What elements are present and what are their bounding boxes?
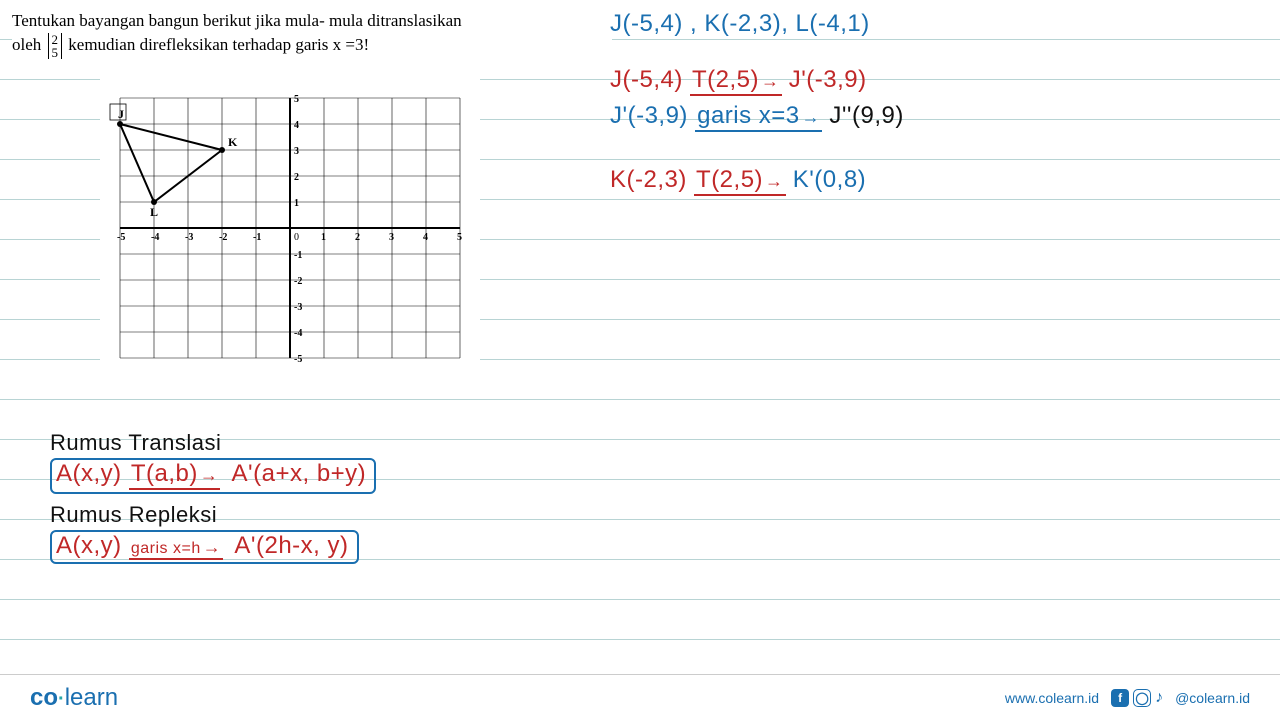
coordinate-graph: -5 -4 -3 -2 -1 0 1 2 3 4 5 -5 -4 -3 -2 -1 1 2 3 4 5 J K L bbox=[100, 78, 480, 378]
svg-text:3: 3 bbox=[294, 146, 299, 157]
k-translation-step: K(-2,3) T(2,5) K'(0,8) bbox=[610, 166, 1260, 196]
svg-text:-2: -2 bbox=[219, 232, 227, 243]
problem-line2b: kemudian direfleksikan terhadap garis x … bbox=[68, 35, 369, 54]
problem-line2a: oleh bbox=[12, 35, 46, 54]
k-start: K(-2,3) bbox=[610, 166, 687, 193]
social-icons: f ◯ ♪ bbox=[1111, 689, 1163, 707]
svg-text:4: 4 bbox=[294, 120, 299, 131]
brand-learn: learn bbox=[65, 684, 118, 711]
svg-text:-4: -4 bbox=[151, 232, 159, 243]
footer-right: www.colearn.id f ◯ ♪ @colearn.id bbox=[1005, 689, 1250, 707]
j-translate-label: T(2,5) bbox=[690, 66, 782, 96]
svg-text:-1: -1 bbox=[253, 232, 261, 243]
tiktok-icon: ♪ bbox=[1155, 689, 1163, 707]
f2-rhs: A'(2h-x, y) bbox=[234, 532, 348, 559]
j-reflection-step: J'(-3,9) garis x=3 J''(9,9) bbox=[610, 102, 1260, 132]
footer-handle: @colearn.id bbox=[1175, 690, 1250, 706]
brand-co: co bbox=[30, 684, 58, 711]
svg-text:-3: -3 bbox=[185, 232, 193, 243]
svg-text:5: 5 bbox=[294, 94, 299, 105]
f2-arrow-label: garis x=h bbox=[129, 537, 223, 560]
j-reflect-label: garis x=3 bbox=[695, 102, 822, 132]
svg-text:2: 2 bbox=[355, 232, 360, 243]
formula-section: Rumus Translasi A(x,y) T(a,b) A'(a+x, b+… bbox=[50, 430, 376, 564]
svg-text:1: 1 bbox=[294, 198, 299, 209]
translation-formula-title: Rumus Translasi bbox=[50, 430, 376, 456]
svg-text:-1: -1 bbox=[294, 250, 302, 261]
svg-text:0: 0 bbox=[294, 232, 299, 243]
translation-vector: 2 5 bbox=[48, 33, 63, 59]
problem-statement: Tentukan bayangan bangun berikut jika mu… bbox=[12, 8, 612, 63]
f1-rhs: A'(a+x, b+y) bbox=[232, 460, 367, 487]
reflection-formula-box: A(x,y) garis x=h A'(2h-x, y) bbox=[50, 530, 359, 564]
problem-line1: Tentukan bayangan bangun berikut jika mu… bbox=[12, 11, 462, 30]
svg-text:-2: -2 bbox=[294, 276, 302, 287]
svg-text:5: 5 bbox=[457, 232, 462, 243]
matrix-bot: 5 bbox=[52, 46, 59, 59]
j-doubleprime: J''(9,9) bbox=[829, 102, 904, 129]
reflection-formula-title: Rumus Repleksi bbox=[50, 502, 376, 528]
points-list: J(-5,4) , K(-2,3), L(-4,1) bbox=[610, 10, 1260, 38]
svg-text:-4: -4 bbox=[294, 328, 302, 339]
instagram-icon: ◯ bbox=[1133, 689, 1151, 707]
svg-text:L: L bbox=[150, 205, 158, 219]
f1-arrow-label: T(a,b) bbox=[129, 460, 221, 490]
svg-text:K: K bbox=[228, 135, 238, 149]
brand-logo: co·learn bbox=[30, 684, 118, 712]
brand-dot: · bbox=[58, 688, 65, 710]
translation-formula-box: A(x,y) T(a,b) A'(a+x, b+y) bbox=[50, 458, 376, 494]
footer-bar: co·learn www.colearn.id f ◯ ♪ @colearn.i… bbox=[0, 674, 1280, 720]
k-prime: K'(0,8) bbox=[793, 166, 866, 193]
facebook-icon: f bbox=[1111, 689, 1129, 707]
f2-lhs: A(x,y) bbox=[56, 532, 122, 559]
svg-text:-3: -3 bbox=[294, 302, 302, 313]
j-translation-step: J(-5,4) T(2,5) J'(-3,9) bbox=[610, 66, 1260, 96]
j-prime: J'(-3,9) bbox=[789, 66, 867, 93]
matrix-top: 2 bbox=[52, 33, 59, 46]
svg-text:J: J bbox=[118, 107, 124, 121]
handwritten-work: J(-5,4) , K(-2,3), L(-4,1) J(-5,4) T(2,5… bbox=[610, 10, 1260, 202]
k-translate-label: T(2,5) bbox=[694, 166, 786, 196]
f1-lhs: A(x,y) bbox=[56, 460, 122, 487]
svg-text:2: 2 bbox=[294, 172, 299, 183]
svg-text:-5: -5 bbox=[294, 354, 302, 365]
footer-url: www.colearn.id bbox=[1005, 690, 1099, 706]
jprime-start: J'(-3,9) bbox=[610, 102, 688, 129]
svg-text:3: 3 bbox=[389, 232, 394, 243]
graph-svg: -5 -4 -3 -2 -1 0 1 2 3 4 5 -5 -4 -3 -2 -1 1 2 3 4 5 J K L bbox=[100, 78, 480, 378]
svg-text:1: 1 bbox=[321, 232, 326, 243]
j-start: J(-5,4) bbox=[610, 66, 683, 93]
svg-text:4: 4 bbox=[423, 232, 428, 243]
svg-text:-5: -5 bbox=[117, 232, 125, 243]
